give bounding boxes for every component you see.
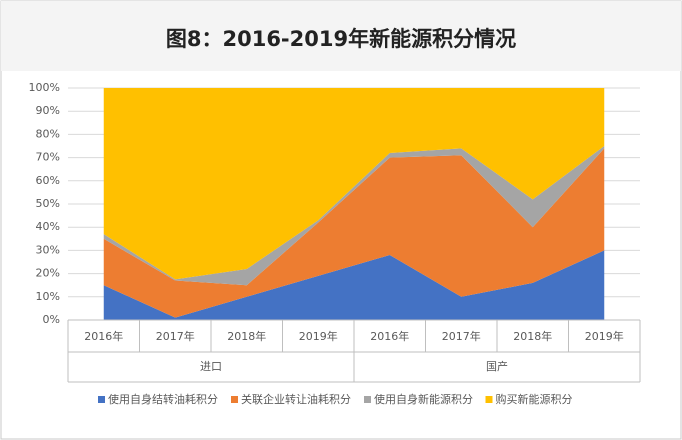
y-tick-label: 20%	[36, 267, 60, 280]
legend-swatch	[485, 396, 493, 403]
y-tick-label: 70%	[36, 151, 60, 164]
legend-label: 使用自身新能源积分	[374, 392, 473, 406]
x-tick-label: 2019年	[585, 329, 624, 343]
area	[103, 88, 605, 280]
y-tick-label: 10%	[36, 290, 60, 303]
legend-swatch	[364, 396, 371, 403]
x-tick-label: 2018年	[513, 329, 552, 343]
x-tick-label: 2016年	[370, 329, 409, 343]
x-tick-label: 2016年	[84, 329, 123, 343]
y-tick-label: 60%	[36, 174, 60, 187]
y-tick-label: 0%	[43, 313, 60, 326]
legend-label: 使用自身结转油耗积分	[108, 392, 218, 406]
y-tick-label: 50%	[36, 197, 60, 210]
legend-swatch	[231, 396, 238, 403]
x-tick-label: 2018年	[227, 329, 266, 343]
chart-title: 图8：2016-2019年新能源积分情况	[166, 27, 516, 51]
x-tick-label: 2019年	[299, 329, 338, 343]
legend-swatch	[98, 396, 105, 403]
y-tick-label: 90%	[36, 104, 60, 117]
y-tick-label: 40%	[36, 220, 60, 233]
group-label: 国产	[486, 359, 508, 373]
area	[103, 250, 605, 320]
y-tick-label: 30%	[36, 243, 60, 256]
x-tick-label: 2017年	[442, 329, 481, 343]
area	[103, 148, 605, 318]
legend-label: 购买新能源积分	[496, 392, 573, 406]
y-tick-label: 100%	[29, 81, 60, 94]
title-band	[1, 1, 681, 71]
x-tick-label: 2017年	[156, 329, 195, 343]
group-label: 进口	[200, 360, 222, 373]
legend-label: 关联企业转让油耗积分	[241, 392, 351, 406]
y-tick-label: 80%	[36, 127, 60, 140]
